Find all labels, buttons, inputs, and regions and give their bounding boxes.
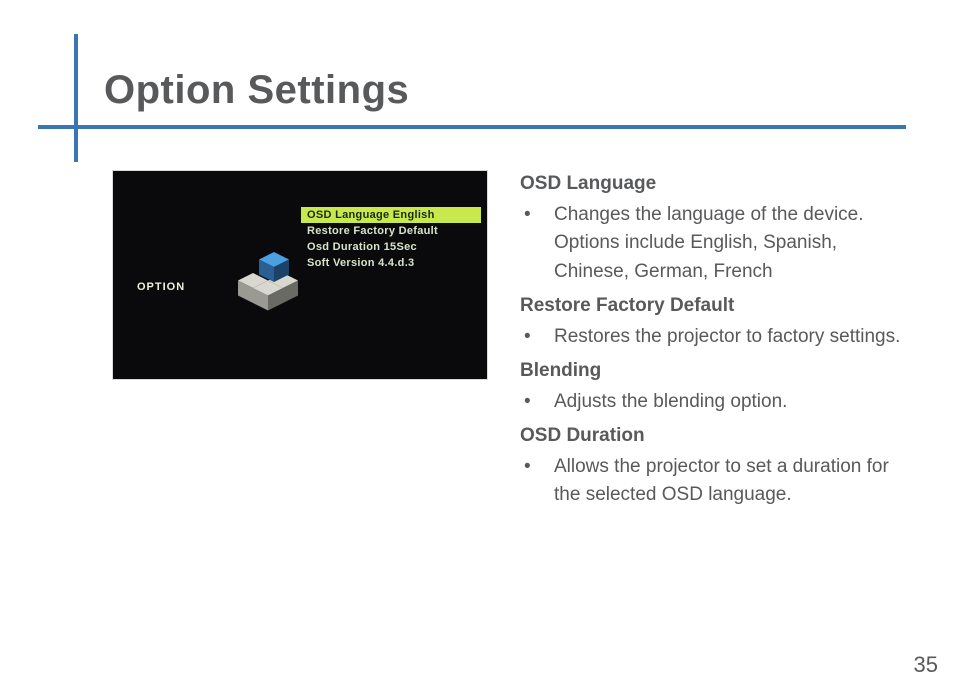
osd-menu-item: OSD Language English	[301, 207, 481, 223]
osd-menu-item: Osd Duration 15Sec	[301, 239, 481, 255]
section-heading: Blending	[520, 357, 906, 386]
header-horizontal-rule	[38, 125, 906, 129]
section-bullets: Adjusts the blending option.	[520, 388, 906, 417]
projector-osd-screenshot: OPTION	[112, 170, 488, 380]
osd-option-label: OPTION	[137, 281, 185, 293]
section-heading: Restore Factory Default	[520, 292, 906, 321]
osd-menu-item: Restore Factory Default	[301, 223, 481, 239]
section-bullets: Changes the language of the device. Opti…	[520, 201, 906, 287]
section-heading: OSD Language	[520, 170, 906, 199]
page-number: 35	[914, 652, 938, 678]
bullet-item: Adjusts the blending option.	[520, 388, 906, 417]
bullet-item: Allows the projector to set a duration f…	[520, 453, 906, 510]
section-bullets: Restores the projector to factory settin…	[520, 323, 906, 352]
description-column: OSD Language Changes the language of the…	[520, 170, 906, 516]
page-title: Option Settings	[104, 68, 409, 113]
bullet-item: Restores the projector to factory settin…	[520, 323, 906, 352]
osd-menu-item: Soft Version 4.4.d.3	[301, 255, 481, 271]
bullet-item: Changes the language of the device. Opti…	[520, 201, 906, 287]
content-row: OPTION	[112, 170, 906, 516]
section-bullets: Allows the projector to set a duration f…	[520, 453, 906, 510]
manual-page: Option Settings OPTION	[0, 0, 954, 694]
header-vertical-rule	[74, 34, 78, 162]
osd-menu-list: OSD Language English Restore Factory Def…	[301, 207, 481, 271]
section-heading: OSD Duration	[520, 422, 906, 451]
